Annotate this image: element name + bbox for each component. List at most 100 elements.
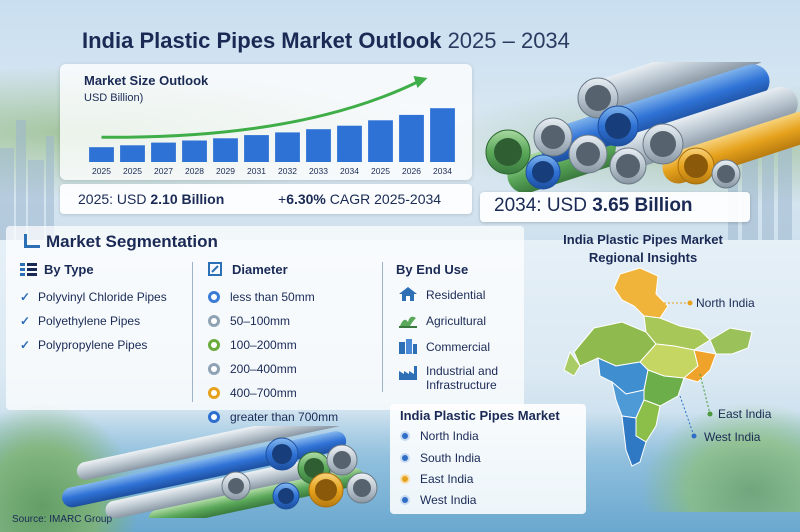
bar — [182, 140, 207, 162]
list-item: greater than 700mm — [208, 410, 338, 424]
region-legend-label: South India — [420, 451, 481, 465]
region-dot-icon — [400, 431, 410, 441]
stat-2025: 2025: USD 2.10 Billion — [78, 191, 224, 207]
map-label-north: North India — [696, 296, 755, 310]
region-legend-label: West India — [420, 493, 477, 507]
list-item: ✓ Polyethylene Pipes — [20, 314, 140, 328]
bar — [151, 142, 176, 162]
regional-title-line1: India Plastic Pipes Market — [563, 232, 723, 247]
page-title: India Plastic Pipes Market Outlook 2025 … — [82, 28, 570, 54]
bar — [337, 125, 362, 162]
x-tick-label: 2033 — [309, 166, 328, 176]
leader-line-west — [679, 395, 695, 437]
by-type-heading: By Type — [20, 262, 94, 277]
skyline-building — [16, 120, 26, 240]
bar-chart-icon — [24, 234, 40, 248]
bar — [244, 135, 269, 162]
diameter-dot-icon — [208, 339, 220, 351]
skyline-building — [0, 148, 14, 240]
pipes-illustration-top — [485, 62, 800, 192]
by-type-heading-text: By Type — [44, 262, 94, 277]
market-size-chart: 2025 2025 2027 2028 2029 2031 2032 2033 2034 2025… — [89, 76, 455, 176]
leader-dot-north — [687, 300, 693, 306]
diameter-dot-icon — [208, 411, 220, 423]
regional-title-line2: Regional Insights — [588, 250, 698, 265]
stat-cagr: +6.30% CAGR 2025-2034 — [278, 191, 441, 207]
list-item: ✓ Polyvinyl Chloride Pipes — [20, 290, 167, 304]
list-icon — [20, 263, 37, 276]
diameter-label: greater than 700mm — [230, 410, 339, 424]
list-item: 200–400mm — [208, 362, 297, 376]
type-label: Polypropylene Pipes — [38, 338, 148, 352]
check-icon: ✓ — [20, 290, 31, 304]
column-divider — [192, 262, 193, 402]
diameter-heading: Diameter — [208, 262, 288, 277]
region-legend-title: India Plastic Pipes Market — [400, 408, 560, 423]
diameter-label: 200–400mm — [230, 362, 297, 376]
skyline-building — [46, 136, 54, 240]
column-divider — [382, 262, 383, 392]
india-map — [563, 267, 753, 467]
bar — [120, 145, 145, 162]
x-tick-label: 2027 — [154, 166, 173, 176]
list-item: 50–100mm — [208, 314, 290, 328]
diameter-label: 400–700mm — [230, 386, 297, 400]
diameter-dot-icon — [208, 363, 220, 375]
type-label: Polyvinyl Chloride Pipes — [38, 290, 167, 304]
stat-2025-prefix: 2025: USD — [78, 191, 151, 207]
skyline-building — [28, 160, 44, 240]
x-tick-label: 2025 — [371, 166, 390, 176]
diameter-dot-icon — [208, 387, 220, 399]
trend-arrow-head-icon — [413, 76, 428, 88]
segmentation-heading: Market Segmentation — [24, 232, 218, 252]
x-tick-label: 2032 — [278, 166, 297, 176]
map-label-east: East India — [718, 407, 772, 421]
region-dot-icon — [400, 495, 410, 505]
bar — [275, 132, 300, 162]
pipes-illustration-bottom — [62, 426, 378, 518]
x-tick-label: 2031 — [247, 166, 266, 176]
market-size-chart-card: 2025 2025 2027 2028 2029 2031 2032 2033 2034 2025… — [60, 64, 472, 180]
region-legend-item: West India — [400, 493, 476, 507]
diameter-heading-text: Diameter — [232, 262, 288, 277]
stat-cagr-value: 6.30% — [286, 191, 326, 207]
end-use-label: Agricultural — [426, 314, 487, 328]
diameter-label: 100–200mm — [230, 338, 297, 352]
region-dot-icon — [400, 474, 410, 484]
house-icon — [399, 287, 417, 301]
bar — [213, 138, 238, 162]
chart-title: Market Size Outlook — [84, 73, 209, 88]
stat-cagr-prefix: + — [278, 191, 287, 207]
region-legend-box — [390, 404, 586, 514]
stat-2034-prefix: 2034: USD — [494, 195, 593, 216]
x-tick-label: 2025 — [92, 166, 111, 176]
leader-dot-east — [707, 411, 713, 417]
plant-icon — [399, 316, 417, 328]
map-region-north — [613, 267, 669, 319]
region-legend-label: North India — [420, 429, 479, 443]
x-tick-label: 2029 — [216, 166, 235, 176]
x-tick-label: 2025 — [123, 166, 142, 176]
map-region-east — [682, 349, 717, 383]
regional-insights-title: India Plastic Pipes Market Regional Insi… — [528, 231, 758, 267]
list-item: less than 50mm — [208, 290, 315, 304]
list-item: 100–200mm — [208, 338, 297, 352]
x-tick-label: 2026 — [402, 166, 421, 176]
bar — [430, 108, 455, 162]
list-item: 400–700mm — [208, 386, 297, 400]
end-use-heading: By End Use — [396, 262, 469, 277]
page-title-text: India Plastic Pipes Market Outlook — [82, 28, 442, 53]
segmentation-panel — [6, 226, 524, 410]
end-use-label: Commercial — [426, 340, 491, 354]
stat-cagr-suffix: CAGR 2025-2034 — [325, 191, 442, 207]
x-tick-label: 2034 — [340, 166, 359, 176]
region-legend-item: North India — [400, 429, 479, 443]
stats-card: 2025: USD 2.10 Billion +6.30% CAGR 2025-… — [60, 184, 472, 214]
source-note: Source: IMARC Group — [12, 514, 113, 525]
stat-2034-value: 3.65 Billion — [592, 195, 693, 216]
skyline-building — [762, 152, 774, 240]
bar — [89, 147, 114, 162]
diameter-label: 50–100mm — [230, 314, 291, 328]
region-legend-item: South India — [400, 451, 481, 465]
end-use-label: Residential — [426, 288, 486, 302]
